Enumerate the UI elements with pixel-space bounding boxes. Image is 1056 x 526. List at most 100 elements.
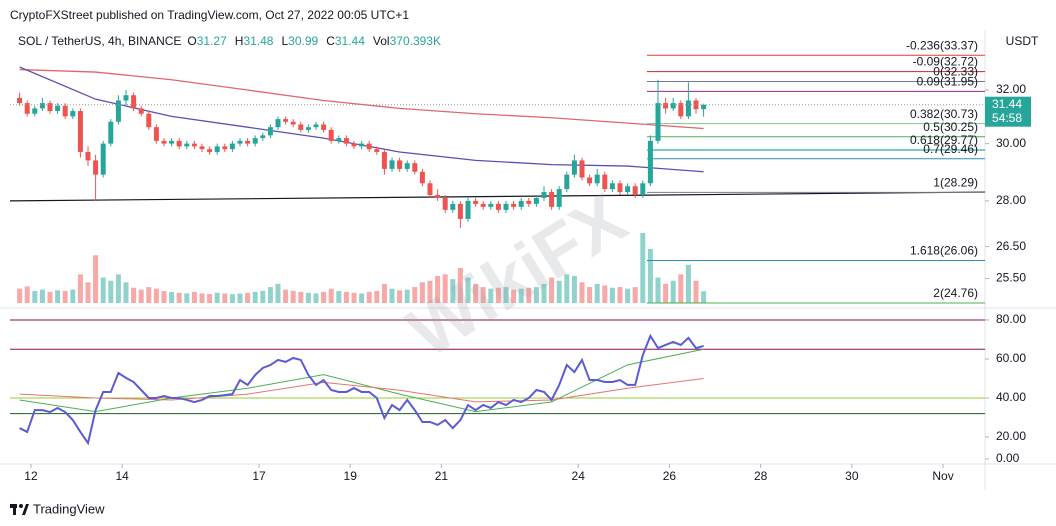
volume-bar	[62, 290, 68, 303]
volume-bar	[115, 274, 121, 303]
x-tick-label: 19	[344, 469, 358, 483]
candle-body	[47, 103, 53, 112]
volume-bar	[450, 279, 456, 303]
volume-bar	[647, 248, 653, 303]
legend-key: L	[281, 34, 288, 48]
volume-bar	[457, 268, 463, 303]
volume-bar	[275, 283, 281, 303]
volume-bar	[670, 280, 676, 303]
legend-key: H	[235, 34, 244, 48]
x-tick-label: Nov	[932, 469, 953, 483]
volume-bar	[366, 291, 372, 303]
candle-body	[207, 149, 213, 152]
volume-bar	[495, 287, 501, 303]
candle-body	[336, 138, 342, 141]
volume-bar	[169, 291, 175, 303]
volume-bar	[55, 290, 61, 303]
candle-body	[39, 103, 45, 109]
volume-bar	[374, 290, 380, 303]
candle-body	[222, 146, 228, 150]
candle-body	[381, 151, 387, 169]
volume-bar	[625, 288, 631, 303]
volume-bar	[93, 255, 99, 303]
volume-bar	[351, 292, 357, 303]
volume-bar	[480, 287, 486, 303]
fib-label: 0.618(29.77)	[910, 133, 978, 147]
volume-bar	[389, 288, 395, 303]
candle-body	[556, 189, 562, 207]
volume-bar	[199, 293, 205, 303]
fib-label: -0.236(33.37)	[906, 38, 978, 52]
candle-body	[260, 135, 266, 139]
publisher-line: CryptoFXStreet published on TradingView.…	[10, 8, 409, 22]
legend-value: 31.44	[335, 34, 365, 48]
volume-bar	[701, 291, 707, 303]
volume-bar	[427, 280, 433, 303]
volume-bar	[237, 293, 243, 303]
x-tick-label: 21	[435, 469, 449, 483]
x-tick-label: 26	[663, 469, 677, 483]
volume-bar	[108, 280, 114, 303]
candle-body	[526, 200, 532, 204]
candle-body	[32, 108, 38, 114]
candle-body	[214, 146, 220, 152]
x-tick-label: 24	[572, 469, 586, 483]
candle-body	[435, 194, 441, 198]
logo-part	[10, 504, 17, 508]
candle-body	[442, 197, 448, 210]
y-tick-label: 32.00	[996, 82, 1026, 96]
candle-body	[503, 203, 509, 210]
candle-body	[511, 203, 517, 207]
fib-label: 0.382(30.73)	[910, 107, 978, 121]
volume-bar	[24, 286, 30, 303]
volume-bar	[632, 287, 638, 303]
candle-body	[488, 203, 494, 207]
volume-bar	[412, 287, 418, 303]
volume-bar	[442, 274, 448, 303]
volume-bar	[17, 288, 23, 303]
candle-body	[374, 149, 380, 152]
volume-bar	[100, 277, 106, 303]
volume-bar	[123, 282, 129, 303]
candle-body	[549, 192, 555, 207]
candle-body	[321, 124, 327, 130]
candle-body	[161, 140, 167, 144]
legend-value: 370.393K	[390, 34, 441, 48]
candle-body	[480, 203, 486, 207]
candle-body	[564, 174, 570, 190]
volume-bar	[549, 277, 555, 303]
candle-body	[298, 124, 304, 130]
candle-body	[267, 127, 273, 136]
candle-body	[579, 160, 585, 178]
candle-body	[351, 143, 357, 147]
candle-body	[328, 129, 334, 141]
x-tick-label: 14	[116, 469, 130, 483]
candle-body	[427, 183, 433, 195]
candle-body	[678, 103, 684, 117]
volume-bar	[617, 287, 623, 303]
candle-body	[313, 124, 319, 128]
volume-bar	[594, 283, 600, 303]
volume-bar	[609, 287, 615, 303]
y-tick-label: 30.00	[996, 136, 1026, 150]
fib-label: 0.09(31.95)	[917, 75, 978, 89]
volume-bar	[541, 283, 547, 303]
legend-value: 30.99	[288, 34, 318, 48]
trendline	[9, 191, 986, 202]
volume-bar	[290, 290, 296, 303]
candle-body	[229, 143, 235, 150]
volume-bar	[70, 289, 76, 303]
fib-label: -0.09(32.72)	[913, 55, 978, 69]
x-tick-label: 30	[845, 469, 859, 483]
volume-bar	[693, 280, 699, 303]
volume-bar	[146, 287, 152, 303]
candle-body	[153, 127, 159, 141]
logo-part	[19, 504, 23, 508]
candle-body	[169, 140, 175, 144]
rsi-line	[19, 333, 704, 446]
candle-body	[701, 104, 707, 110]
candle-body	[199, 146, 205, 150]
volume-bar	[640, 233, 646, 303]
rsi-tick-label: 20.00	[996, 429, 1026, 443]
volume-bar	[267, 287, 273, 303]
